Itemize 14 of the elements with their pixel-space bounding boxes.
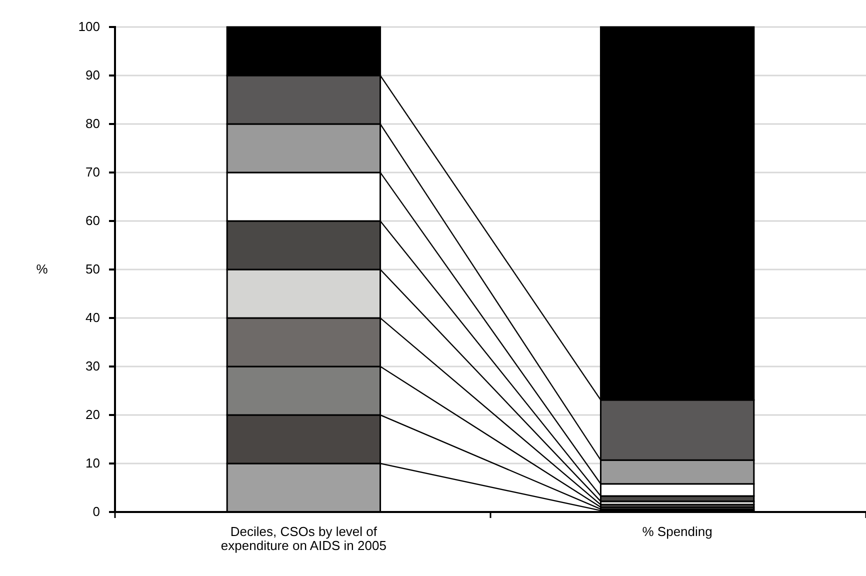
y-tick-label: 90 xyxy=(86,68,100,83)
x-tick-label: Deciles, CSOs by level of expenditure on AIDS in 2005 xyxy=(220,524,386,553)
y-tick-label: 40 xyxy=(86,310,100,326)
y-tick-label: 20 xyxy=(86,407,100,422)
y-tick-label: 70 xyxy=(86,164,100,180)
y-tick-label: 80 xyxy=(86,116,100,132)
y-tick-label: 50 xyxy=(86,262,100,277)
y-tick-label: 100 xyxy=(78,19,100,34)
y-tick-label: 30 xyxy=(86,358,100,374)
y-tick-label: 10 xyxy=(86,456,100,471)
y-axis-title: % xyxy=(36,262,48,276)
y-tick-label: 0 xyxy=(92,504,100,520)
y-tick-label: 60 xyxy=(86,213,100,228)
x-tick-label: % Spending xyxy=(642,524,712,539)
